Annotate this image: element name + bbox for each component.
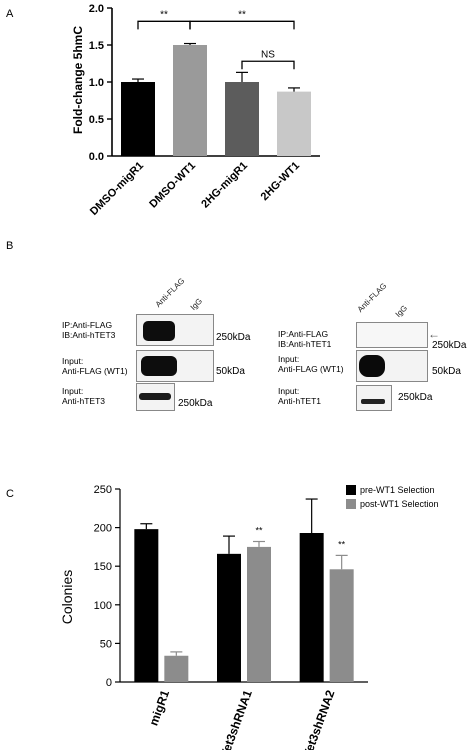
chart-c-bar: [134, 529, 159, 682]
chart-c-legend-label: pre-WT1 Selection: [360, 485, 435, 495]
chart-a-significance-label: **: [238, 9, 246, 20]
chart-c-ylabel: Colonies: [59, 570, 75, 624]
chart-c-ytick-label: 250: [94, 485, 112, 496]
chart-c-legend-swatch: [346, 499, 356, 509]
blot-left-row1-line1: IP:Anti-FLAG: [62, 320, 113, 330]
chart-c-bar: [329, 569, 354, 682]
blot-right-row2-band: [359, 355, 385, 377]
chart-a-bar: [121, 82, 155, 156]
blot-left-row2-image: [136, 350, 214, 382]
blot-right-row3-band: [361, 399, 385, 404]
blot-right-row1-line1: IP:Anti-FLAG: [278, 329, 329, 339]
chart-c-ytick-label: 50: [100, 638, 112, 650]
chart-a-significance-label: NS: [261, 49, 275, 60]
blot-left-row3-line1: Input:: [62, 386, 84, 396]
chart-a-ytick-label: 2.0: [89, 3, 104, 15]
chart-a-ylabel: Fold-change 5hmC: [71, 26, 85, 134]
blot-left-row3-kda: 250kDa: [178, 398, 213, 409]
blot-left-row2-label: Input: Anti-FLAG (WT1): [62, 356, 128, 376]
blot-right-row1-label: IP:Anti-FLAG IB:Anti-hTET1: [278, 329, 331, 349]
blot-right-row1-image: [356, 322, 428, 348]
blot-right-row2-line2: Anti-FLAG (WT1): [278, 364, 344, 374]
chart-c-significance-label: **: [255, 525, 263, 535]
chart-a-bar: [277, 91, 311, 156]
blot-left-row1-label: IP:Anti-FLAG IB:Anti-hTET3: [62, 320, 115, 340]
chart-a-ytick-label: 0.0: [89, 151, 104, 163]
chart-c-bar: [247, 546, 271, 682]
chart-c-ytick-label: 0: [106, 677, 112, 689]
panel-b-letter: B: [6, 240, 14, 252]
chart-a-category-label: 2HG-WT1: [259, 160, 302, 203]
chart-a-significance-bracket: [189, 20, 295, 30]
blot-right-row3-line2: Anti-hTET1: [278, 396, 321, 406]
chart-a-ytick-label: 1.0: [89, 77, 104, 89]
blot-left-row3-image: [136, 383, 175, 411]
blot-right-row1-arrow: ←: [428, 327, 440, 341]
chart-a-significance-label: **: [160, 9, 168, 20]
blot-right-row3-image: [356, 385, 392, 411]
chart-c: Colonies 0 50 100 150 200 250 migR1 Tet3shRNA1 T…: [59, 485, 439, 750]
blot-right-col-antiflag: Anti-FLAG: [355, 281, 389, 314]
chart-c-ytick-label: 150: [94, 561, 112, 573]
chart-c-category-label: migR1: [146, 688, 172, 728]
chart-a-significance-bracket: [241, 60, 295, 70]
blot-right-row1-kda: 250kDa: [432, 340, 467, 351]
chart-a-bar: [225, 82, 259, 156]
blot-left-row2-kda: 50kDa: [216, 366, 245, 377]
chart-c-bar: [164, 655, 189, 682]
chart-c-ytick-label: 200: [94, 523, 112, 535]
blot-right-row2-image: [356, 350, 428, 382]
blot-right-row3-kda: 250kDa: [398, 392, 433, 403]
chart-a-ytick-label: 0.5: [89, 114, 104, 126]
chart-c-bar: [217, 553, 241, 682]
panel-c-letter: C: [6, 488, 14, 500]
blot-right-row2-kda: 50kDa: [432, 366, 461, 377]
blot-left-row3-line2: Anti-hTET3: [62, 396, 105, 406]
blot-left-col-igg: IgG: [188, 296, 205, 312]
blot-left-row2-line2: Anti-FLAG (WT1): [62, 366, 128, 376]
chart-c-significance-label: **: [338, 539, 346, 549]
blot-left-row1-kda: 250kDa: [216, 332, 251, 343]
chart-c-category-label: Tet3shRNA1: [218, 688, 255, 750]
blot-left-row1-band: [143, 321, 175, 341]
blot-right-row3-line1: Input:: [278, 386, 300, 396]
chart-a-ytick-label: 1.5: [89, 40, 104, 52]
blot-right-col-igg: IgG: [393, 303, 410, 319]
blot-right-row2-label: Input: Anti-FLAG (WT1): [278, 354, 344, 374]
chart-a-category-label: DMSO-migR1: [88, 160, 146, 218]
blot-left-row2-band: [141, 356, 177, 376]
blot-left-row3-band: [139, 393, 171, 400]
blot-left-col-antiflag: Anti-FLAG: [153, 276, 187, 309]
blot-left-row3-label: Input: Anti-hTET3: [62, 386, 105, 406]
panel-a-letter: A: [6, 8, 14, 20]
chart-c-category-label: Tet3shRNA2: [300, 688, 337, 750]
chart-c-bar: [299, 533, 324, 682]
blot-left-row1-line2: IB:Anti-hTET3: [62, 330, 116, 340]
blot-right-row2-line1: Input:: [278, 354, 300, 364]
chart-c-legend-label: post-WT1 Selection: [360, 499, 439, 509]
chart-a: Fold-change 5hmC 0.0 0.5 1.0 1.5 2.0 DMSO-mig…: [71, 3, 320, 218]
chart-a-significance-bracket: [137, 20, 191, 30]
chart-c-legend-swatch: [346, 485, 356, 495]
blot-left-row1-image: [136, 314, 214, 346]
chart-a-bar: [173, 45, 207, 156]
chart-a-category-label: DMSO-WT1: [147, 160, 198, 211]
chart-c-ytick-label: 100: [94, 600, 112, 612]
chart-a-category-label: 2HG-migR1: [199, 160, 250, 211]
blot-right-row1-line2: IB:Anti-hTET1: [278, 339, 332, 349]
blot-left-row2-line1: Input:: [62, 356, 84, 366]
blot-right-row3-label: Input: Anti-hTET1: [278, 386, 321, 406]
